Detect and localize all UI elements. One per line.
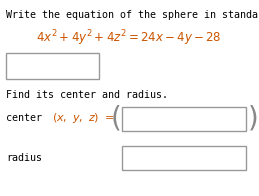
- FancyBboxPatch shape: [6, 53, 99, 79]
- Text: Find its center and radius.: Find its center and radius.: [6, 90, 168, 100]
- FancyBboxPatch shape: [122, 107, 246, 131]
- Text: $4x^2 + 4y^2 + 4z^2 = 24x - 4y - 28$: $4x^2 + 4y^2 + 4z^2 = 24x - 4y - 28$: [36, 28, 222, 48]
- Text: center: center: [6, 113, 42, 123]
- Text: (: (: [111, 105, 121, 133]
- FancyBboxPatch shape: [122, 146, 246, 170]
- Text: ): ): [248, 105, 258, 133]
- Text: radius: radius: [6, 153, 42, 163]
- Text: Write the equation of the sphere in standard form.: Write the equation of the sphere in stan…: [6, 10, 259, 20]
- Text: $(x,\ y,\ z)\ =$: $(x,\ y,\ z)\ =$: [52, 111, 114, 125]
